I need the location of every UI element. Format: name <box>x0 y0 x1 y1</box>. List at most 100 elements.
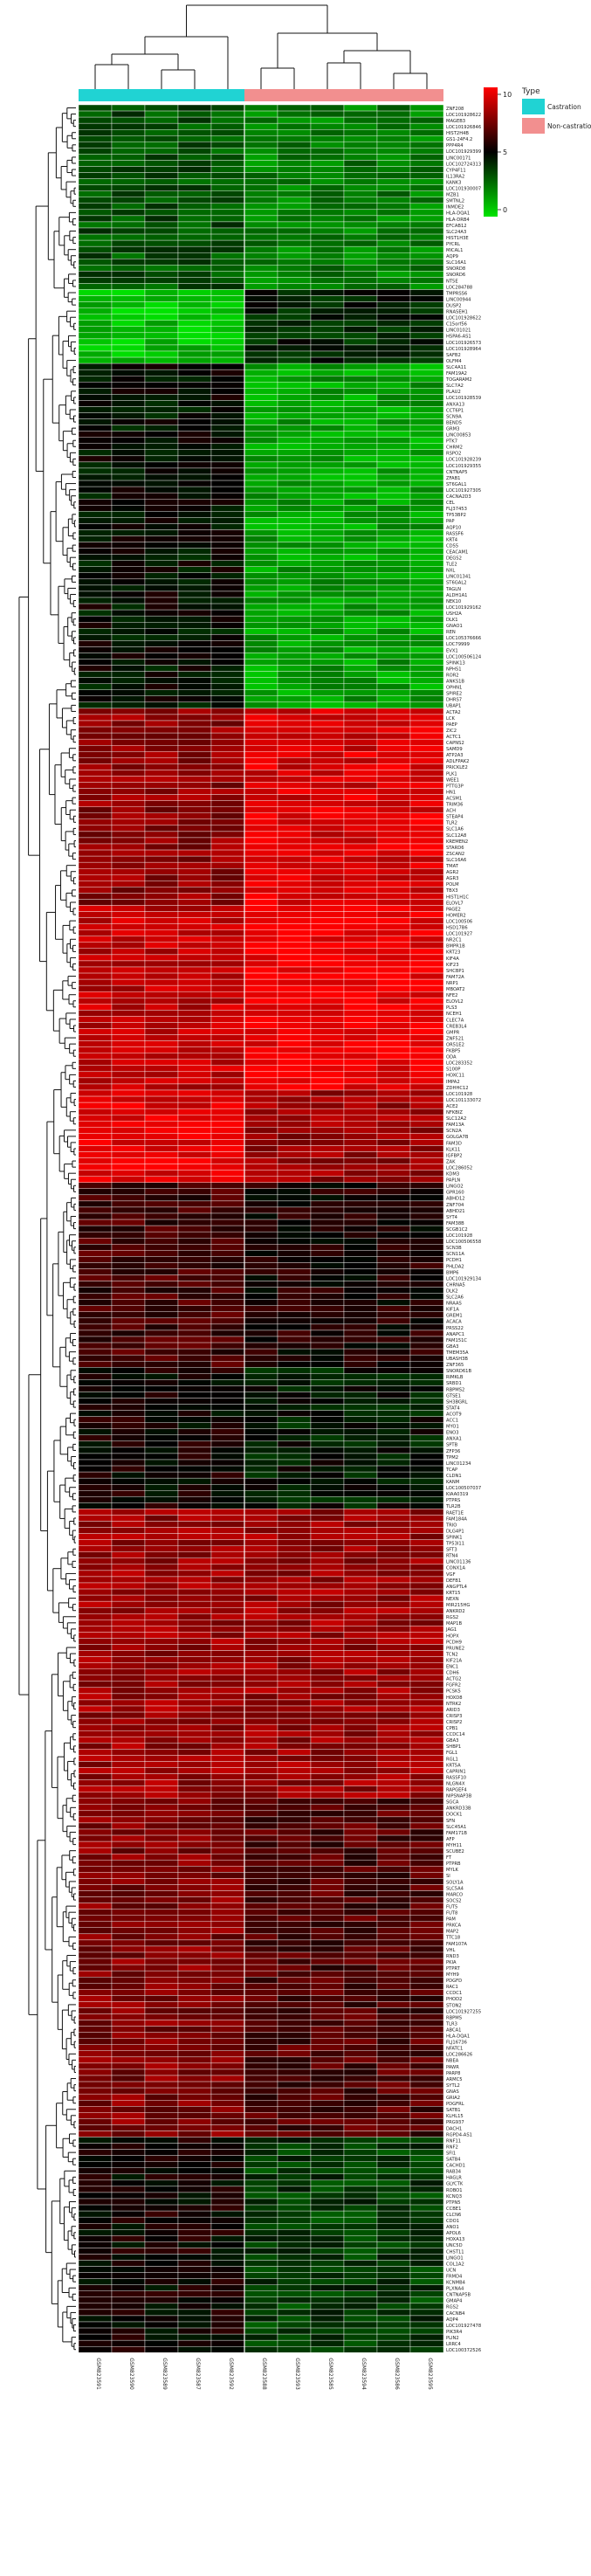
heatmap-cell <box>409 1046 444 1053</box>
heatmap-cell <box>144 1810 179 1818</box>
heatmap-cell <box>310 1582 345 1590</box>
heatmap-cell <box>78 1287 113 1294</box>
heatmap-cell <box>210 505 245 512</box>
heatmap-cell <box>310 1853 345 1861</box>
heatmap-cell <box>144 1749 179 1756</box>
heatmap-cell <box>144 2222 179 2230</box>
heatmap-cell <box>277 1121 312 1128</box>
heatmap-cell <box>177 899 212 906</box>
heatmap-cell <box>409 2124 444 2131</box>
heatmap-cell <box>78 1687 113 1695</box>
heatmap-cell <box>310 1360 345 1368</box>
heatmap-cell <box>244 1447 278 1454</box>
heatmap-cell <box>244 1385 278 1392</box>
heatmap-cell <box>144 332 179 340</box>
heatmap-cell <box>78 1274 113 1281</box>
heatmap-cell <box>310 2155 345 2162</box>
heatmap-cell <box>177 1305 212 1313</box>
heatmap-cell <box>111 1194 146 1202</box>
heatmap-cell <box>277 1410 312 1417</box>
heatmap-cell <box>244 128 278 136</box>
heatmap-cell <box>111 1810 146 1818</box>
heatmap-cell <box>210 572 245 580</box>
heatmap-cell <box>111 2210 146 2218</box>
heatmap-cell <box>78 640 113 647</box>
heatmap-cell <box>244 855 278 863</box>
heatmap-cell <box>343 437 378 444</box>
heatmap-cell <box>210 1767 245 1774</box>
heatmap-cell <box>343 757 378 764</box>
heatmap-cell <box>277 1557 312 1565</box>
heatmap-cell <box>177 2186 212 2193</box>
heatmap-cell <box>144 1083 179 1091</box>
heatmap-cell <box>343 1785 378 1792</box>
heatmap-cell <box>144 1711 179 1719</box>
heatmap-cell <box>409 406 444 413</box>
heatmap-cell <box>310 1687 345 1695</box>
heatmap-cell <box>144 2044 179 2052</box>
heatmap-cell <box>244 1059 278 1067</box>
heatmap-cell <box>78 1206 113 1214</box>
heatmap-cell <box>177 1853 212 1861</box>
heatmap-cell <box>277 1723 312 1731</box>
heatmap-cell <box>409 197 444 204</box>
heatmap-cell <box>111 431 146 438</box>
heatmap-cell <box>409 2001 444 2008</box>
heatmap-cell <box>111 1477 146 1485</box>
heatmap-cell <box>177 2118 212 2125</box>
heatmap-cell <box>343 1650 378 1657</box>
heatmap-cell <box>310 831 345 839</box>
heatmap-cell <box>343 1336 378 1343</box>
heatmap-cell <box>277 714 312 722</box>
heatmap-cell <box>409 190 444 197</box>
heatmap-cell <box>78 1373 113 1380</box>
heatmap-cell <box>111 1354 146 1362</box>
heatmap-cell <box>244 1065 278 1073</box>
heatmap-cell <box>343 1250 378 1257</box>
heatmap-cell <box>343 160 378 167</box>
heatmap-cell <box>343 1958 378 1965</box>
heatmap-cell <box>177 1847 212 1854</box>
heatmap-cell <box>210 1404 245 1411</box>
heatmap-cell <box>244 887 278 894</box>
heatmap-cell <box>111 1311 146 1319</box>
heatmap-cell <box>376 2050 411 2058</box>
heatmap-cell <box>409 1206 444 1214</box>
heatmap-cell <box>409 572 444 580</box>
heatmap-cell <box>111 376 146 383</box>
heatmap-cell <box>376 1896 411 1903</box>
heatmap-cell <box>244 412 278 419</box>
heatmap-cell <box>210 1398 245 1405</box>
heatmap-cell <box>343 1157 378 1164</box>
heatmap-cell <box>277 1976 312 1984</box>
heatmap-cell <box>310 1188 345 1196</box>
heatmap-cell <box>244 1274 278 1281</box>
heatmap-cell <box>244 2229 278 2236</box>
heatmap-cell <box>210 677 245 684</box>
heatmap-cell <box>144 1250 179 1257</box>
heatmap-cell <box>210 1422 245 1429</box>
heatmap-cell <box>111 1951 146 1959</box>
heatmap-cell <box>244 1767 278 1774</box>
heatmap-cell <box>111 1693 146 1701</box>
heatmap-cell <box>310 116 345 124</box>
heatmap-cell <box>244 1404 278 1411</box>
heatmap-cell <box>111 1737 146 1744</box>
heatmap-cell <box>343 1723 378 1731</box>
heatmap-cell <box>343 899 378 906</box>
heatmap-cell <box>244 1121 278 1128</box>
heatmap-cell <box>177 1225 212 1233</box>
heatmap-cell <box>111 665 146 672</box>
heatmap-cell <box>78 2075 113 2082</box>
heatmap-cell <box>111 1545 146 1552</box>
heatmap-cell <box>111 1711 146 1719</box>
heatmap-cell <box>343 1373 378 1380</box>
heatmap-cell <box>376 701 411 709</box>
heatmap-cell <box>244 2050 278 2058</box>
heatmap-cell <box>144 1225 179 1233</box>
heatmap-cell <box>343 239 378 247</box>
heatmap-cell <box>177 763 212 770</box>
heatmap-cell <box>409 1299 444 1306</box>
heatmap-cell <box>277 984 312 992</box>
heatmap-cell <box>111 1305 146 1313</box>
